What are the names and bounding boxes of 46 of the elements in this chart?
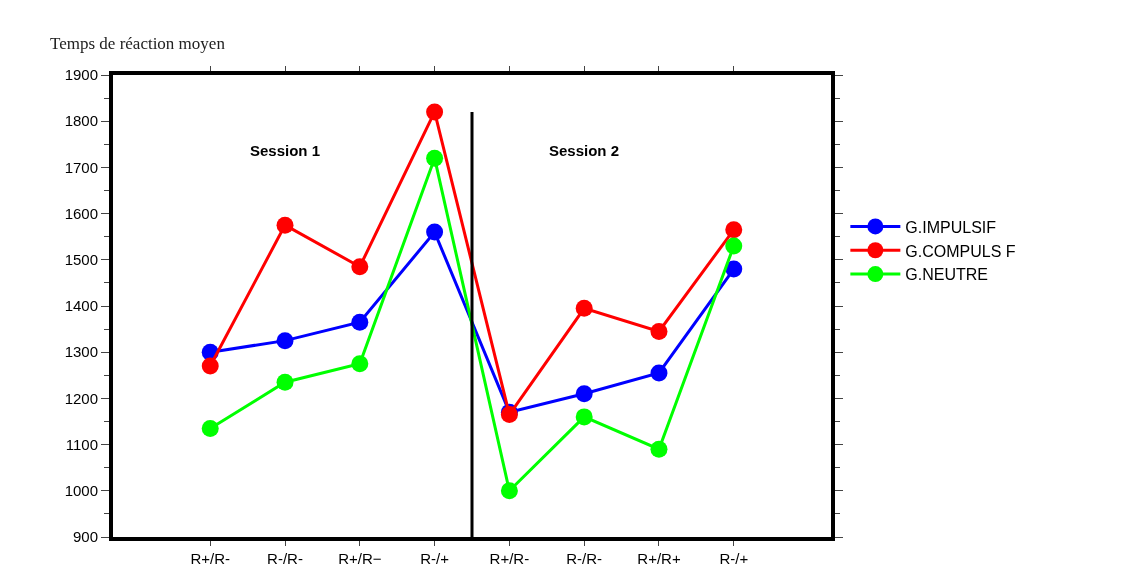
y-tick-label: 1500: [64, 251, 98, 269]
annotation: Session 2: [549, 142, 620, 159]
x-tick-label: R-/R-: [566, 550, 603, 567]
point: [201, 357, 219, 375]
point: [575, 385, 593, 403]
point: [650, 322, 668, 340]
x-tick-label: R+/R-: [489, 550, 530, 567]
y-tick-label: 1700: [64, 158, 98, 176]
legend-label: G.IMPULSIF: [905, 218, 997, 236]
point: [575, 299, 593, 317]
y-tick-label: 1200: [64, 389, 98, 407]
point: [650, 440, 668, 458]
point: [351, 258, 369, 276]
x-tick-label: R-/R-: [267, 550, 303, 567]
point: [426, 103, 444, 121]
point: [426, 223, 444, 241]
y-tick-label: 1100: [65, 435, 98, 453]
x-tick-label: R+/R-: [190, 550, 231, 567]
y-tick-label: 1900: [64, 66, 98, 84]
y-tick-label: 1300: [64, 343, 98, 361]
point: [426, 149, 444, 167]
y-tick-label: 1600: [64, 204, 98, 222]
y-tick-label: 1000: [64, 482, 98, 500]
y-tick-label: 900: [72, 528, 98, 546]
point: [575, 408, 593, 426]
point: [201, 419, 219, 437]
point: [725, 221, 743, 239]
y-tick-label: 1800: [64, 112, 98, 130]
point: [500, 482, 518, 500]
point: [276, 216, 294, 234]
point: [351, 355, 369, 373]
point: [276, 332, 294, 350]
x-tick-label: R-/+: [420, 550, 450, 567]
point: [351, 313, 369, 331]
annotation: Session 1: [250, 142, 321, 159]
x-tick-label: R-/+: [719, 550, 749, 567]
x-tick-label: R+/R+: [637, 550, 681, 567]
legend-label: G.COMPULS F: [905, 242, 1016, 260]
y-tick-label: 1400: [64, 297, 98, 315]
x-tick-label: R+/R−: [338, 550, 382, 567]
point: [650, 364, 668, 382]
point: [725, 237, 743, 255]
point: [276, 373, 294, 391]
point: [725, 260, 743, 278]
legend-label: G.NEUTRE: [905, 266, 989, 284]
y-axis-title: Temps de réaction moyen: [50, 34, 226, 53]
